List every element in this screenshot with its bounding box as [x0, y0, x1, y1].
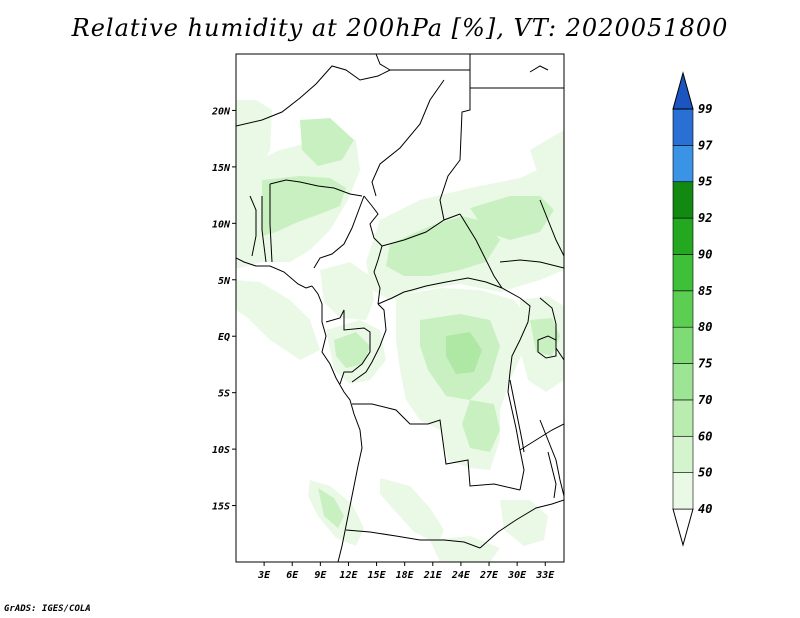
- colorbar-label: 85: [698, 284, 712, 298]
- colorbar-label: 97: [698, 138, 713, 152]
- border-red-sea-coast: [529, 65, 549, 73]
- x-tick-label: 15E: [368, 570, 387, 581]
- border-sudan: [459, 213, 503, 289]
- humidity-contour-region: [470, 196, 554, 240]
- colorbar-segment: [672, 326, 694, 364]
- humidity-field: [236, 100, 564, 562]
- border-angola-namibia: [345, 529, 481, 549]
- border-east-sudan: [539, 199, 564, 257]
- colorbar-segment: [672, 290, 694, 328]
- border-libya: [236, 65, 470, 127]
- map-frame: [235, 53, 565, 563]
- y-tick-label: EQ: [218, 332, 230, 343]
- y-axis: 20N 15N 10N 5N EQ 5S 10S 15S: [211, 106, 236, 513]
- border-niger-nigeria: [269, 179, 363, 197]
- colorbar-label: 50: [698, 466, 712, 480]
- colorbar-label: 92: [698, 211, 712, 225]
- humidity-contour-region: [530, 130, 564, 180]
- border-libya-sudan: [439, 54, 471, 221]
- x-tick-label: 18E: [396, 570, 415, 581]
- colorbar: 40 50 60 70 75 80 85 90 92 95 97 99: [672, 71, 713, 547]
- humidity-contour-region: [386, 216, 500, 276]
- colorbar-segment: [672, 472, 694, 510]
- border-lake-victoria: [537, 335, 557, 359]
- humidity-contour-region: [430, 536, 500, 562]
- colorbar-over-triangle: [672, 71, 694, 110]
- humidity-contour-region: [500, 500, 548, 546]
- colorbar-segment: [672, 181, 694, 219]
- y-tick-label: 5N: [218, 276, 231, 287]
- colorbar-segment: [672, 217, 694, 255]
- colorbar-label: 80: [698, 320, 712, 334]
- x-tick-label: 27E: [479, 570, 499, 581]
- y-tick-label: 15N: [212, 163, 231, 174]
- colorbar-label: 70: [698, 393, 712, 407]
- border-chad-sudan: [371, 79, 445, 197]
- coastline-west-africa: [236, 257, 313, 289]
- y-tick-label: 10S: [212, 445, 230, 456]
- border-west-ghana: [249, 195, 257, 257]
- humidity-contour-region: [462, 400, 500, 452]
- border-lake-malawi: [547, 451, 557, 499]
- border-mozambique: [539, 419, 564, 497]
- border-chad-car: [381, 213, 461, 247]
- border-drc-east: [507, 297, 531, 491]
- humidity-contour-region: [334, 332, 370, 368]
- x-tick-label: 33E: [535, 570, 555, 581]
- coastline-central-africa: [311, 285, 363, 562]
- x-tick-label: 30E: [507, 570, 527, 581]
- border-zambia-south: [479, 499, 564, 549]
- humidity-contour-region: [446, 332, 482, 374]
- country-borders: [236, 54, 564, 562]
- colorbar-label: 99: [698, 102, 712, 116]
- border-sudan-east: [499, 259, 564, 269]
- border-west-benin: [261, 196, 267, 263]
- x-tick-label: 21E: [423, 570, 443, 581]
- x-tick-label: 9E: [314, 570, 327, 581]
- humidity-contour-region: [380, 478, 444, 544]
- colorbar-under-triangle: [672, 508, 694, 547]
- colorbar-segment: [672, 254, 694, 292]
- humidity-contour-region: [262, 176, 346, 236]
- colorbar-segment: [672, 108, 694, 146]
- x-axis: 3E 6E 9E 12E 15E 18E 21E 24E 27E 30E 33E: [257, 562, 555, 581]
- colorbar-label: 75: [698, 357, 712, 371]
- border-nigeria-cameroon: [313, 195, 365, 269]
- border-west-togo: [269, 184, 273, 263]
- border-north-chad: [375, 54, 391, 71]
- border-tanzania: [519, 423, 564, 451]
- border-uganda-kenya: [539, 297, 564, 361]
- border-congo-drc: [351, 303, 387, 383]
- y-tick-label: 20N: [211, 106, 231, 117]
- border-lake-tanganyika: [509, 379, 525, 453]
- x-tick-label: 24E: [451, 570, 471, 581]
- colorbar-label: 90: [698, 247, 712, 261]
- chart-title: Relative humidity at 200hPa [%], VT: 202…: [71, 14, 729, 42]
- humidity-contour-region: [300, 118, 354, 166]
- y-tick-label: 15S: [212, 502, 230, 513]
- colorbar-label: 40: [698, 502, 712, 516]
- credit-label: GrADS: IGES/COLA: [4, 604, 91, 614]
- humidity-contour-region: [318, 488, 344, 528]
- colorbar-segment: [672, 435, 694, 473]
- border-angola: [352, 403, 521, 491]
- border-chad-cameroon: [363, 195, 383, 305]
- colorbar-segment: [672, 145, 694, 183]
- humidity-contour-region: [320, 262, 374, 320]
- colorbar-segment: [672, 399, 694, 437]
- colorbar-segment: [672, 363, 694, 401]
- colorbar-label: 95: [698, 175, 712, 189]
- border-car-south: [377, 277, 521, 305]
- humidity-contour-region: [236, 280, 320, 360]
- border-gabon-congo: [325, 309, 371, 385]
- x-tick-label: 6E: [286, 570, 299, 581]
- y-tick-label: 10N: [212, 219, 231, 230]
- x-tick-label: 12E: [339, 570, 358, 581]
- y-tick-label: 5S: [218, 389, 230, 400]
- colorbar-label: 60: [698, 429, 712, 443]
- x-tick-label: 3E: [257, 570, 271, 581]
